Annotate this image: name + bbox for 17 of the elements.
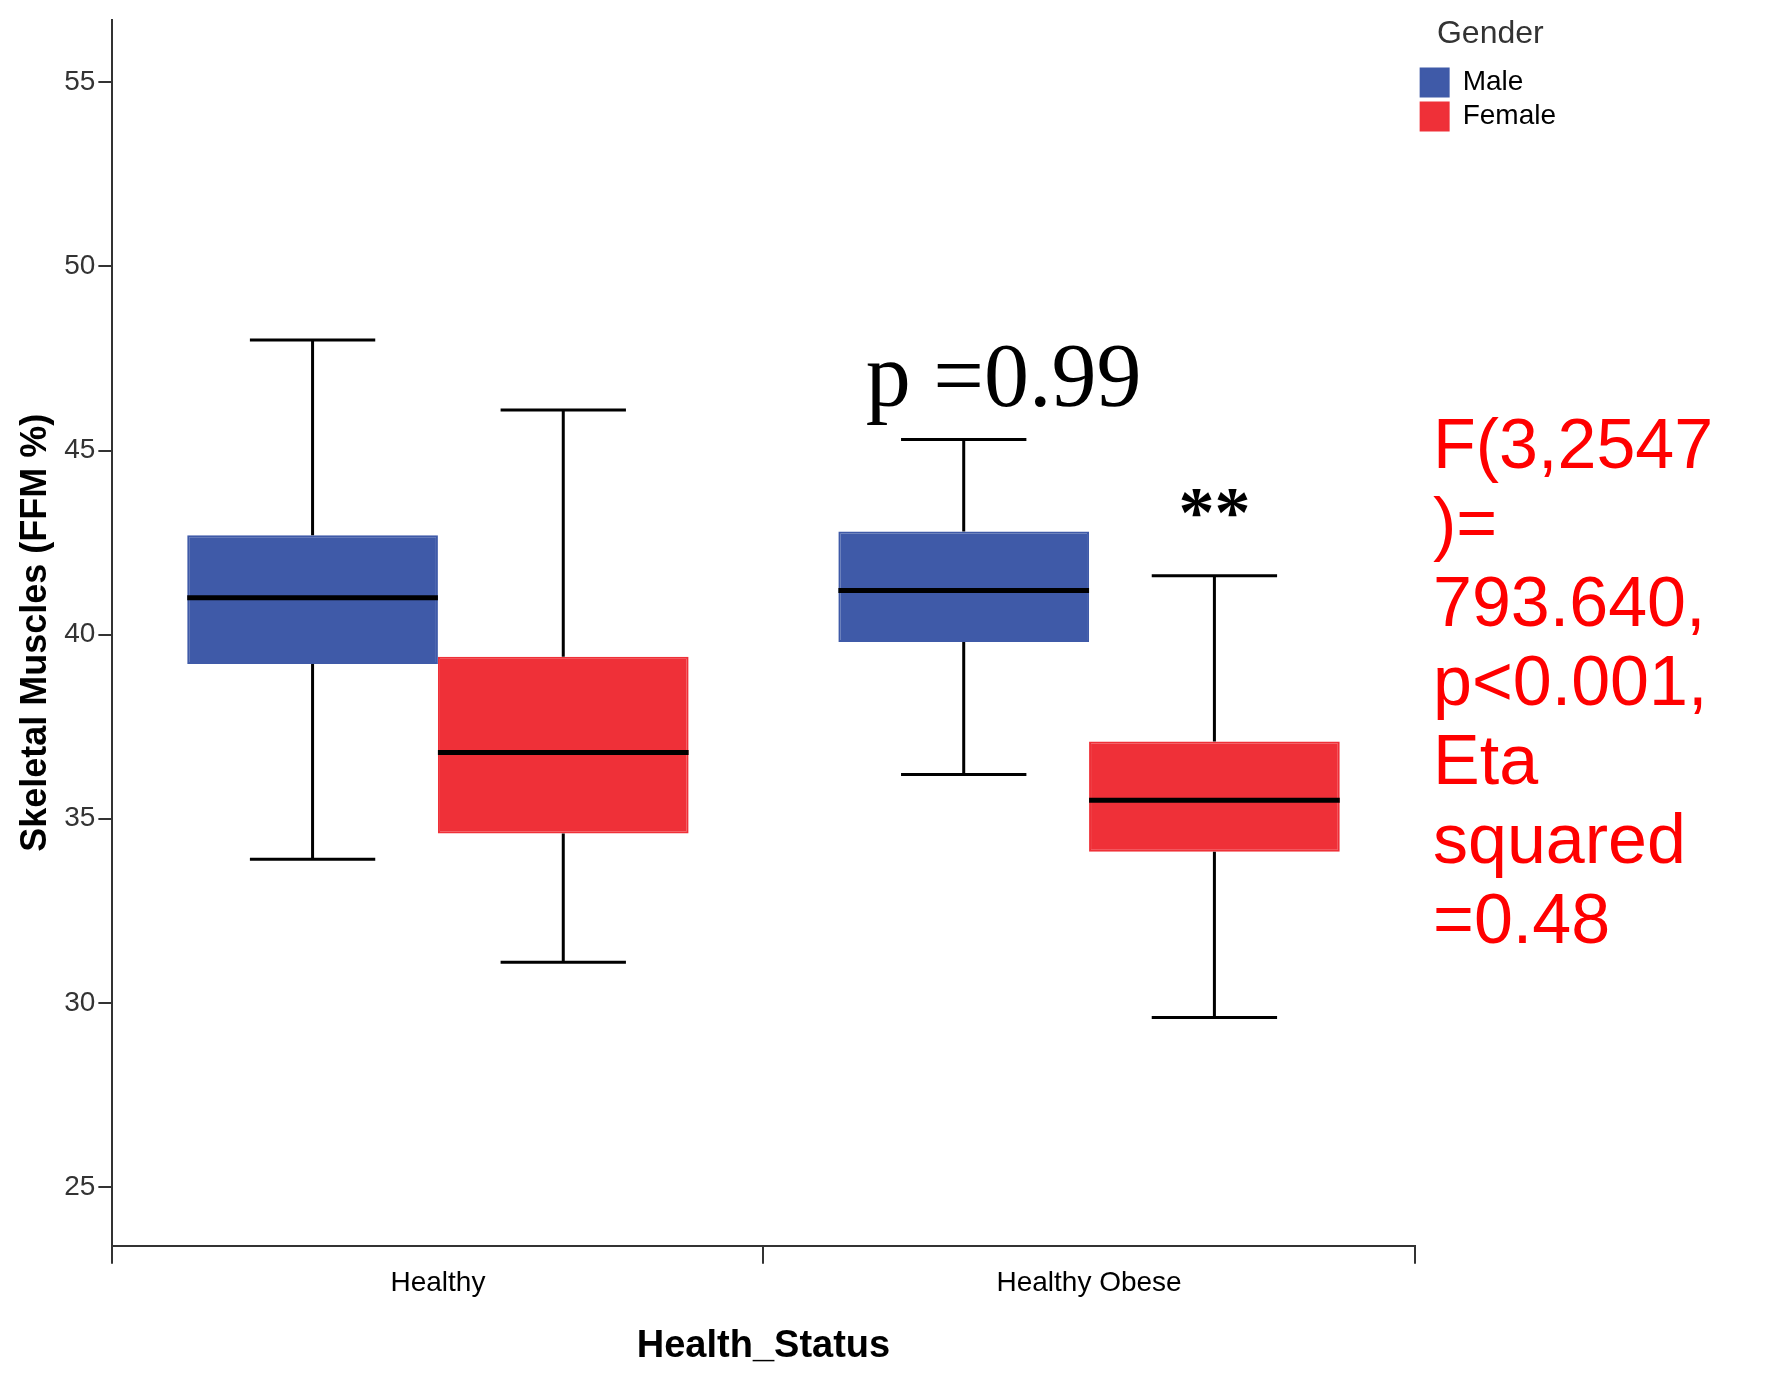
y-axis-title: Skeletal Muscles (FFM %) xyxy=(12,413,54,852)
y-tick-label: 30 xyxy=(64,985,96,1017)
y-tick-label: 35 xyxy=(64,801,96,833)
legend-label: Male xyxy=(1462,65,1524,97)
x-tick-label: Healthy xyxy=(390,1266,486,1298)
y-tick-label: 45 xyxy=(64,433,96,465)
y-tick-label: 50 xyxy=(64,249,96,281)
legend-title: Gender xyxy=(1436,13,1545,50)
text: F(3,2547)= 793.640, p<0.001, Eta squared =0.48 xyxy=(1433,405,1715,959)
x-tick-label: Healthy Obese xyxy=(996,1266,1182,1298)
annotation: ** xyxy=(1178,472,1251,553)
legend-label: Female xyxy=(1462,99,1557,131)
y-tick-label: 40 xyxy=(64,617,96,649)
annotation: p =0.99 xyxy=(865,326,1142,426)
x-axis-title: Health_Status xyxy=(636,1322,891,1365)
y-tick-label: 55 xyxy=(64,65,96,97)
y-tick-label: 25 xyxy=(64,1169,96,1201)
